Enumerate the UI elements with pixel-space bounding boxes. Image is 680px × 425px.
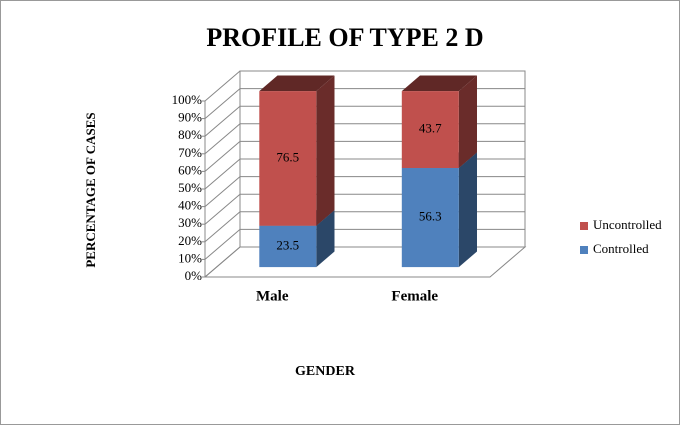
bar-side — [458, 75, 477, 169]
legend-swatch — [580, 246, 588, 254]
data-label: 76.5 — [276, 149, 299, 164]
y-tick-label: 80% — [178, 127, 202, 142]
bar-top — [259, 75, 335, 92]
x-tick-label: Male — [256, 288, 289, 304]
bar — [259, 91, 317, 226]
legend-label: Uncontrolled — [593, 217, 662, 232]
y-tick-label: 50% — [178, 180, 202, 195]
bar — [259, 225, 317, 268]
bar-side — [458, 152, 477, 268]
y-tick-label: 0% — [185, 268, 203, 283]
y-tick-label: 30% — [178, 215, 202, 230]
y-tick-label: 10% — [178, 250, 202, 265]
y-tick-label: 20% — [178, 233, 202, 248]
y-tick-label: 60% — [178, 162, 202, 177]
bar — [401, 91, 459, 169]
chart-title: PROFILE OF TYPE 2 D — [206, 23, 483, 52]
bar-top — [401, 75, 477, 92]
data-label: 56.3 — [419, 209, 442, 224]
x-tick-label: Female — [391, 288, 438, 304]
bar-side — [316, 210, 335, 268]
legend-swatch — [580, 222, 588, 230]
bar-side — [316, 75, 335, 226]
bar — [401, 168, 459, 268]
y-tick-label: 100% — [172, 92, 203, 107]
x-axis-label: GENDER — [295, 364, 356, 379]
data-label: 23.5 — [276, 237, 299, 252]
grid-line — [204, 70, 525, 102]
y-axis-label: PERCENTAGE OF CASES — [83, 112, 98, 267]
y-tick-label: 90% — [178, 110, 202, 125]
data-label: 43.7 — [419, 121, 442, 136]
y-tick-label: 40% — [178, 198, 202, 213]
legend-label: Controlled — [593, 241, 649, 256]
y-tick-label: 70% — [178, 145, 202, 160]
